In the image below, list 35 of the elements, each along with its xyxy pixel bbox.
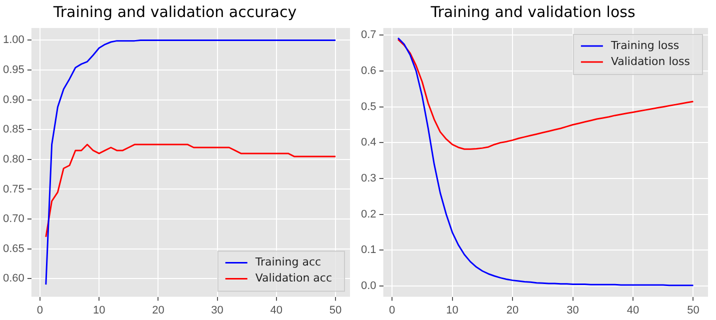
y-tick-label: 0.90 <box>2 94 24 106</box>
y-tick-label: 0.1 <box>360 244 376 256</box>
y-tick-label: 0.3 <box>360 172 376 185</box>
y-tick-label: 0.0 <box>360 280 376 292</box>
chart-title: Training and validation loss <box>430 2 636 21</box>
x-tick-label: 10 <box>92 304 106 316</box>
x-tick-label: 30 <box>566 304 579 316</box>
y-tick-label: 0.65 <box>2 242 24 255</box>
y-tick-label: 0.6 <box>360 65 376 78</box>
chart-title: Training and validation accuracy <box>52 2 297 21</box>
y-tick-label: 0.80 <box>2 153 24 166</box>
y-tick-label: 0.85 <box>2 124 24 136</box>
legend-label: Training acc <box>254 256 322 269</box>
y-tick-label: 0.5 <box>360 100 376 113</box>
y-tick-label: 0.2 <box>360 208 376 220</box>
x-tick-label: 40 <box>626 304 640 316</box>
y-tick-label: 0.95 <box>2 64 24 76</box>
legend-label: Training loss <box>610 38 680 52</box>
y-tick-label: 1.00 <box>2 34 24 46</box>
x-tick-label: 20 <box>506 304 519 316</box>
x-tick-label: 40 <box>270 304 283 316</box>
x-tick-label: 0 <box>36 304 44 316</box>
y-tick-label: 0.60 <box>2 272 24 285</box>
x-tick-label: 0 <box>388 304 396 316</box>
y-tick-label: 0.7 <box>360 29 376 42</box>
x-tick-label: 20 <box>152 304 164 316</box>
x-tick-label: 50 <box>329 304 342 316</box>
y-tick-label: 0.70 <box>2 213 24 226</box>
x-tick-label: 10 <box>446 304 458 316</box>
legend-label: Validation acc <box>255 272 332 285</box>
y-tick-label: 0.4 <box>360 136 376 149</box>
x-tick-label: 50 <box>687 304 700 316</box>
x-tick-label: 30 <box>211 304 224 316</box>
y-tick-label: 0.75 <box>2 183 24 196</box>
legend-label: Validation loss <box>610 54 690 68</box>
